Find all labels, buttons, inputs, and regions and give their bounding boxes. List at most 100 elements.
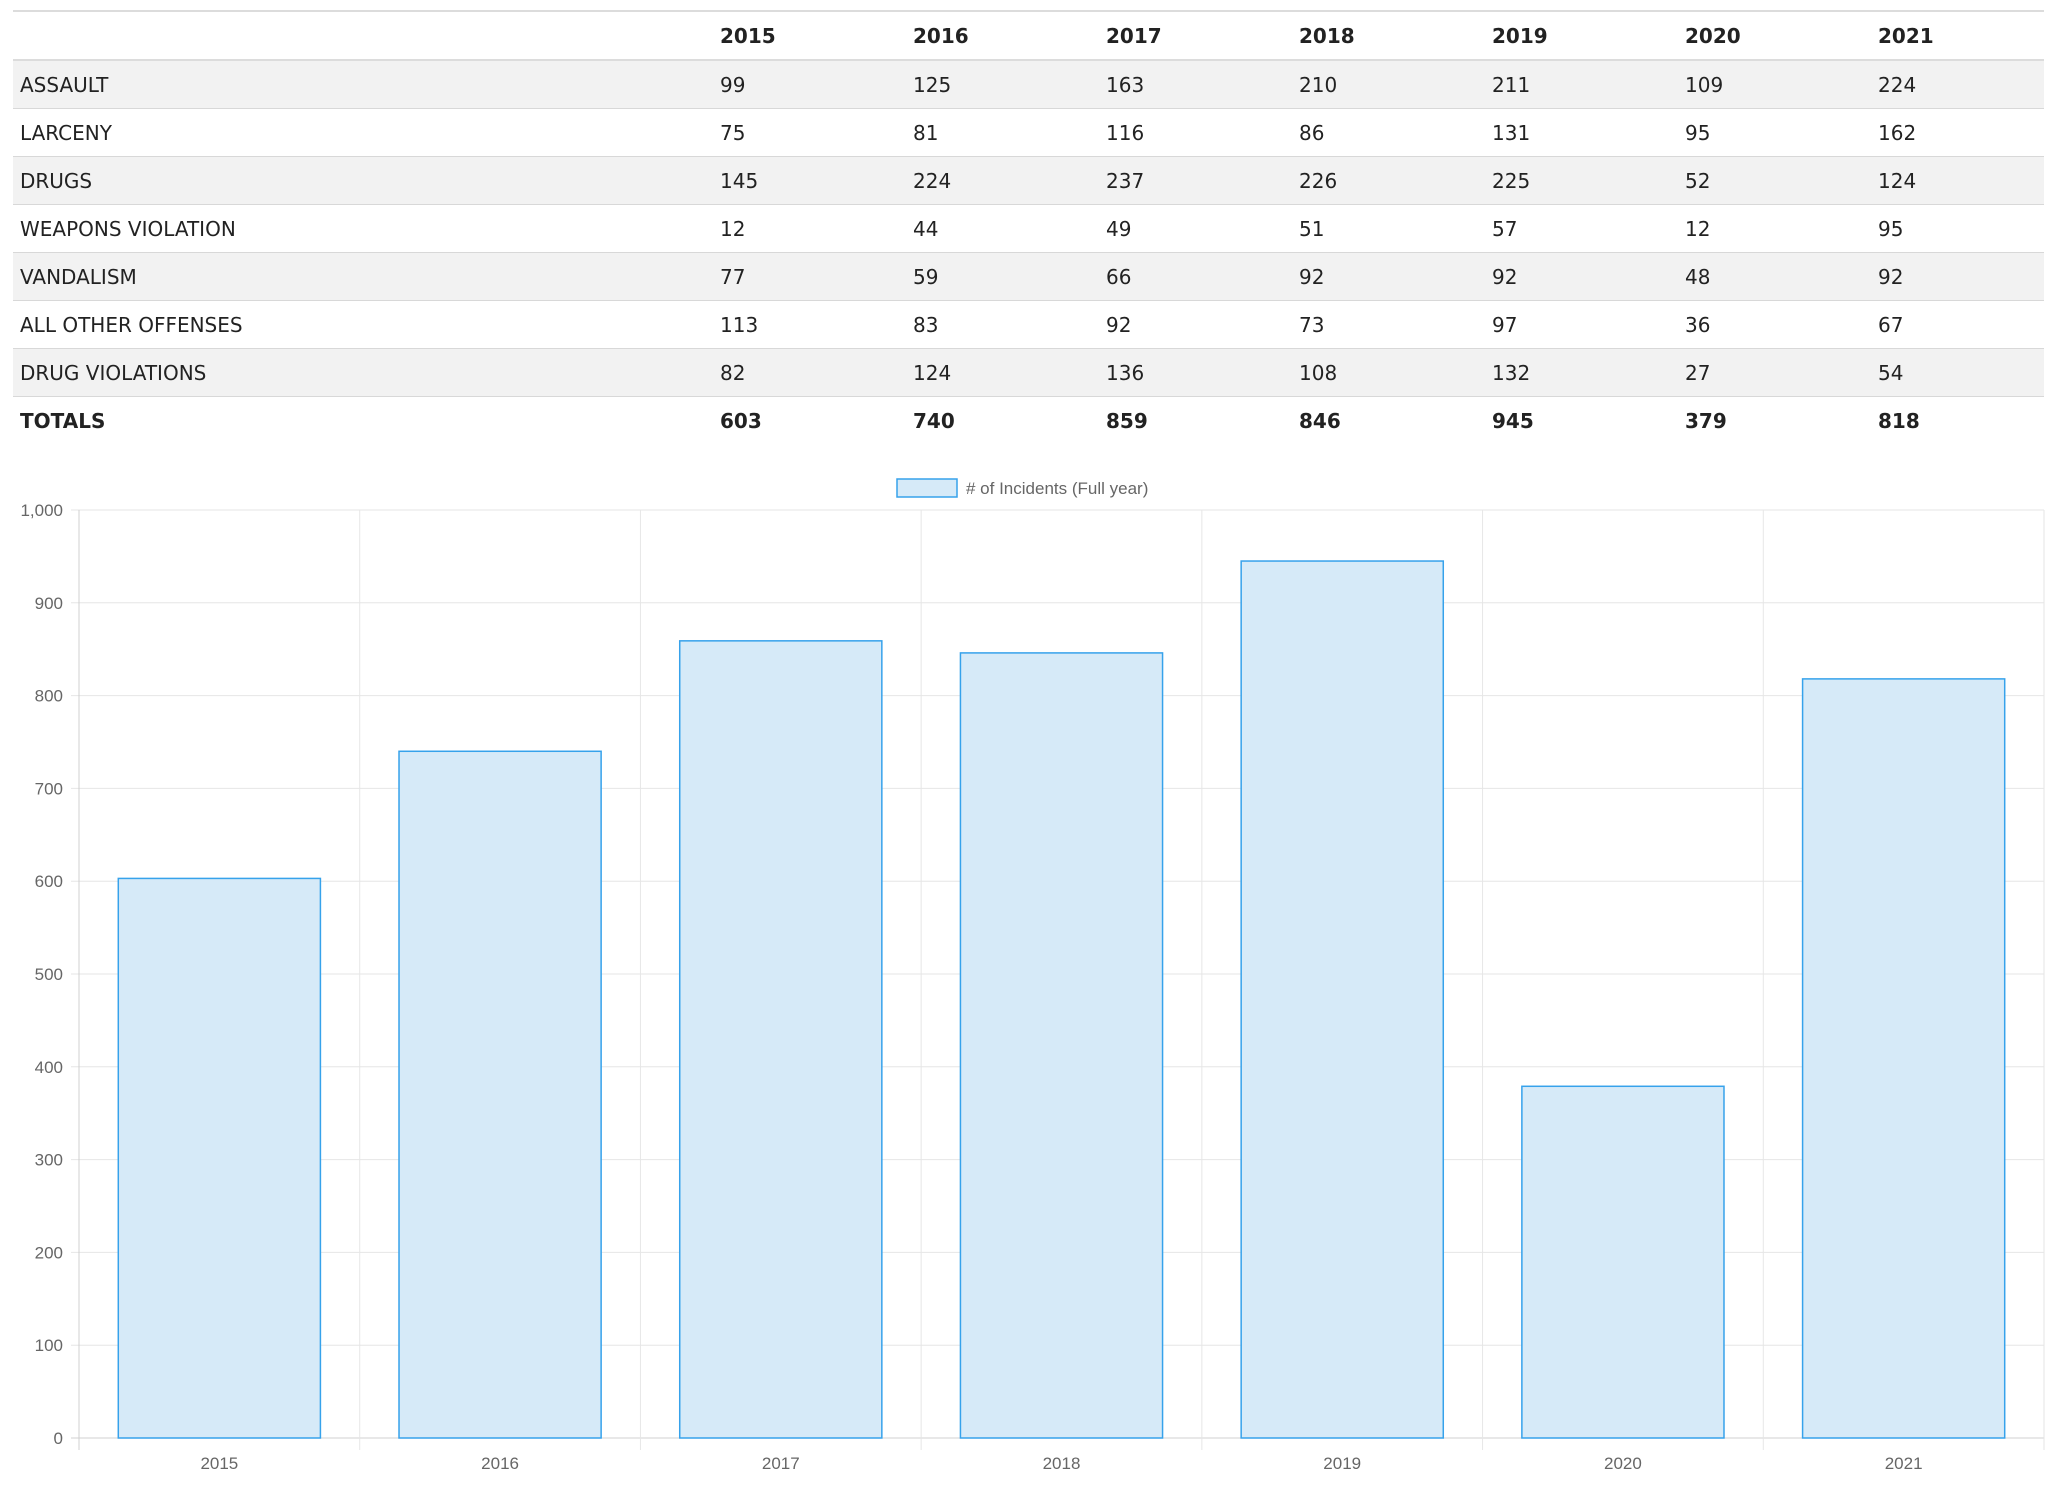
table-row: ALL OTHER OFFENSES 113 83 92 73 97 36 67 xyxy=(13,300,2044,349)
table-cell: 97 xyxy=(1485,300,1678,349)
totals-label: TOTALS xyxy=(13,396,713,444)
y-tick-label: 900 xyxy=(35,594,63,613)
table-cell: 145 xyxy=(713,156,906,205)
table-cell: 48 xyxy=(1678,252,1871,301)
table-cell: 95 xyxy=(1871,204,2044,253)
legend[interactable]: # of Incidents (Full year) xyxy=(896,478,1148,498)
table-cell: 226 xyxy=(1292,156,1485,205)
y-tick-label: 700 xyxy=(35,779,63,798)
table-cell: 36 xyxy=(1678,300,1871,349)
table-cell: 52 xyxy=(1678,156,1871,205)
totals-cell: 740 xyxy=(906,396,1099,444)
table-row: DRUGS 145 224 237 226 225 52 124 xyxy=(13,156,2044,205)
table-cell: 163 xyxy=(1099,59,1292,109)
table-cell: 92 xyxy=(1099,300,1292,349)
column-header: 2016 xyxy=(906,10,1099,61)
table-row: ASSAULT 99 125 163 210 211 109 224 xyxy=(13,59,2044,109)
table-cell: 92 xyxy=(1485,252,1678,301)
y-tick-label: 1,000 xyxy=(20,501,63,520)
x-tick-label: 2019 xyxy=(1323,1454,1361,1473)
offense-label: DRUGS xyxy=(13,156,713,205)
column-header: 2017 xyxy=(1099,10,1292,61)
totals-cell: 859 xyxy=(1099,396,1292,444)
table-cell: 12 xyxy=(713,204,906,253)
crime-statistics-table: 2015 2016 2017 2018 2019 2020 2021 ASSAU… xyxy=(13,10,2044,444)
x-tick-label: 2018 xyxy=(1043,1454,1081,1473)
table-cell: 27 xyxy=(1678,348,1871,397)
table-header-row: 2015 2016 2017 2018 2019 2020 2021 xyxy=(13,10,2044,61)
bar xyxy=(1240,560,1445,1439)
table-cell: 237 xyxy=(1099,156,1292,205)
table-cell: 12 xyxy=(1678,204,1871,253)
table-cell: 95 xyxy=(1678,108,1871,157)
x-tick-label: 2016 xyxy=(481,1454,519,1473)
table-row: WEAPONS VIOLATION 12 44 49 51 57 12 95 xyxy=(13,204,2044,253)
y-tick-label: 100 xyxy=(35,1336,63,1355)
column-header: 2019 xyxy=(1485,10,1678,61)
x-tick-label: 2021 xyxy=(1885,1454,1923,1473)
column-header xyxy=(13,10,713,61)
incidents-bar-chart: 0 100 200 300 400 500 600 700 800 900 1,000 2015 201… xyxy=(20,478,2045,1473)
table-cell: 162 xyxy=(1871,108,2044,157)
table-cell: 86 xyxy=(1292,108,1485,157)
table-cell: 67 xyxy=(1871,300,2044,349)
table-cell: 81 xyxy=(906,108,1099,157)
bar xyxy=(398,750,602,1439)
bar xyxy=(1801,678,2006,1439)
table-cell: 77 xyxy=(713,252,906,301)
table-cell: 136 xyxy=(1099,348,1292,397)
table-cell: 44 xyxy=(906,204,1099,253)
column-header: 2020 xyxy=(1678,10,1871,61)
totals-cell: 846 xyxy=(1292,396,1485,444)
bars xyxy=(117,560,2006,1439)
column-header: 2021 xyxy=(1871,10,2044,61)
table-cell: 92 xyxy=(1871,252,2044,301)
offense-label: VANDALISM xyxy=(13,252,713,301)
table-cell: 57 xyxy=(1485,204,1678,253)
column-header: 2015 xyxy=(713,10,906,61)
table-cell: 225 xyxy=(1485,156,1678,205)
table-row: VANDALISM 77 59 66 92 92 48 92 xyxy=(13,252,2044,301)
bar xyxy=(1521,1085,1725,1439)
table-cell: 124 xyxy=(906,348,1099,397)
legend-label: # of Incidents (Full year) xyxy=(966,479,1148,498)
table-cell: 224 xyxy=(1871,59,2044,109)
bar xyxy=(117,877,322,1439)
offense-label: ASSAULT xyxy=(13,59,713,109)
table-row: LARCENY 75 81 116 86 131 95 162 xyxy=(13,108,2044,157)
y-tick-label: 500 xyxy=(35,965,63,984)
table-cell: 125 xyxy=(906,59,1099,109)
table-cell: 124 xyxy=(1871,156,2044,205)
table-cell: 59 xyxy=(906,252,1099,301)
table-cell: 66 xyxy=(1099,252,1292,301)
table-cell: 54 xyxy=(1871,348,2044,397)
legend-swatch xyxy=(896,478,958,498)
offense-label: ALL OTHER OFFENSES xyxy=(13,300,713,349)
column-header: 2018 xyxy=(1292,10,1485,61)
table-cell: 116 xyxy=(1099,108,1292,157)
axes: 0 100 200 300 400 500 600 700 800 900 1,000 2015 201… xyxy=(20,501,1922,1473)
table-cell: 75 xyxy=(713,108,906,157)
table-cell: 211 xyxy=(1485,59,1678,109)
totals-cell: 379 xyxy=(1678,396,1871,444)
y-tick-label: 600 xyxy=(35,872,63,891)
table-cell: 108 xyxy=(1292,348,1485,397)
table-cell: 99 xyxy=(713,59,906,109)
table-cell: 82 xyxy=(713,348,906,397)
table-cell: 49 xyxy=(1099,204,1292,253)
table-cell: 73 xyxy=(1292,300,1485,349)
y-tick-label: 400 xyxy=(35,1058,63,1077)
totals-cell: 818 xyxy=(1871,396,2044,444)
x-tick-label: 2020 xyxy=(1604,1454,1642,1473)
y-tick-label: 200 xyxy=(35,1243,63,1262)
x-tick-label: 2017 xyxy=(762,1454,800,1473)
table-cell: 210 xyxy=(1292,59,1485,109)
totals-row: TOTALS 603 740 859 846 945 379 818 xyxy=(13,396,2044,444)
offense-label: WEAPONS VIOLATION xyxy=(13,204,713,253)
table-cell: 132 xyxy=(1485,348,1678,397)
y-tick-label: 300 xyxy=(35,1151,63,1170)
table-cell: 51 xyxy=(1292,204,1485,253)
table-cell: 113 xyxy=(713,300,906,349)
table-row: DRUG VIOLATIONS 82 124 136 108 132 27 54 xyxy=(13,348,2044,397)
offense-label: LARCENY xyxy=(13,108,713,157)
